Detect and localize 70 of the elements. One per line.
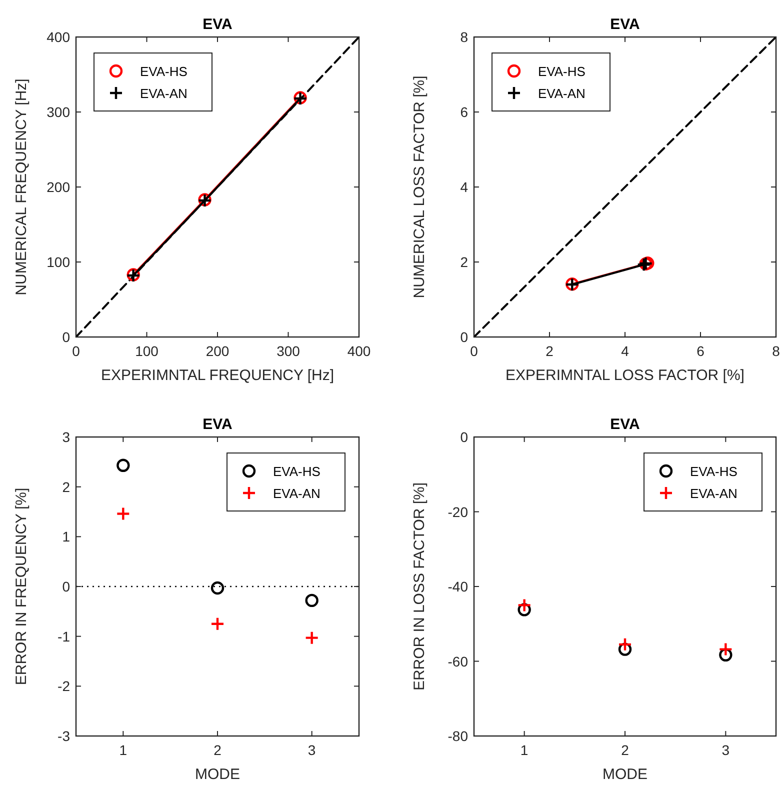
x-tick-label: 1 bbox=[520, 742, 528, 758]
y-tick-label: 300 bbox=[46, 104, 70, 120]
legend-label: EVA-AN bbox=[140, 86, 188, 101]
y-tick-label: 0 bbox=[62, 329, 70, 345]
x-tick-label: 100 bbox=[135, 343, 159, 359]
y-tick-label: 2 bbox=[62, 478, 70, 495]
point bbox=[719, 648, 732, 662]
y-tick-label: -1 bbox=[58, 628, 70, 644]
y-tick-label: -20 bbox=[448, 504, 468, 520]
y-axis-title: NUMERICAL LOSS FACTOR [%] bbox=[411, 76, 428, 298]
x-tick-label: 1 bbox=[119, 742, 128, 758]
y-tick-label: -40 bbox=[448, 578, 468, 594]
y-tick-label: -80 bbox=[448, 728, 468, 744]
x-axis-title: MODE bbox=[602, 766, 648, 783]
x-tick-label: 8 bbox=[772, 343, 780, 359]
y-tick-label: 200 bbox=[46, 179, 70, 195]
x-tick-label: 3 bbox=[722, 742, 730, 758]
point bbox=[518, 603, 531, 616]
x-tick-label: 3 bbox=[308, 742, 316, 758]
y-tick-label: -60 bbox=[448, 653, 468, 670]
y-tick-label: 3 bbox=[62, 429, 70, 445]
y-axis-title: NUMERICAL FREQUENCY [Hz] bbox=[13, 78, 30, 296]
x-tick-label: 2 bbox=[621, 742, 630, 758]
point bbox=[116, 458, 130, 472]
y-tick-label: 6 bbox=[460, 104, 468, 120]
y-tick-label: 2 bbox=[460, 254, 468, 270]
point bbox=[618, 642, 632, 656]
x-axis-title: EXPERIMNTAL LOSS FACTOR [%] bbox=[506, 367, 744, 384]
point bbox=[304, 630, 319, 645]
x-tick-label: 300 bbox=[276, 343, 300, 359]
y-tick-label: 0 bbox=[62, 578, 70, 594]
y-tick-label: -3 bbox=[58, 728, 70, 744]
y-tick-label: 400 bbox=[46, 29, 70, 45]
x-tick-label: 0 bbox=[72, 343, 80, 359]
y-axis-title: ERROR IN LOSS FACTOR [%] bbox=[411, 482, 428, 691]
y-tick-label: 4 bbox=[460, 179, 468, 195]
y-tick-label: 1 bbox=[62, 528, 70, 545]
x-tick-label: 2 bbox=[546, 343, 554, 359]
legend-label: EVA-AN bbox=[273, 486, 320, 501]
chart-title: EVA bbox=[610, 416, 640, 433]
chart-title: EVA bbox=[610, 16, 640, 33]
x-axis-title: EXPERIMNTAL FREQUENCY [Hz] bbox=[100, 367, 334, 384]
chart-title: EVA bbox=[202, 16, 233, 33]
legend-label: EVA-HS bbox=[538, 64, 586, 79]
y-tick-label: 0 bbox=[460, 329, 468, 345]
point bbox=[618, 637, 632, 652]
point bbox=[210, 581, 224, 595]
y-tick-label: 0 bbox=[460, 429, 468, 445]
point bbox=[116, 506, 130, 521]
point bbox=[305, 594, 318, 608]
legend-label: EVA-AN bbox=[690, 486, 738, 501]
point bbox=[210, 616, 225, 631]
y-tick-label: 100 bbox=[46, 254, 70, 270]
x-tick-label: 400 bbox=[347, 343, 371, 359]
point bbox=[517, 598, 532, 612]
point bbox=[718, 642, 733, 656]
y-tick-label: 8 bbox=[460, 29, 468, 45]
x-tick-label: 0 bbox=[470, 343, 478, 359]
legend-label: EVA-HS bbox=[273, 464, 321, 479]
legend-label: EVA-HS bbox=[140, 64, 188, 79]
x-tick-label: 4 bbox=[621, 343, 630, 359]
x-tick-label: 2 bbox=[214, 742, 222, 758]
x-tick-label: 6 bbox=[696, 343, 705, 359]
x-tick-label: 200 bbox=[206, 343, 230, 359]
legend-label: EVA-HS bbox=[690, 464, 738, 479]
y-axis-title: ERROR IN FREQUENCY [%] bbox=[13, 488, 30, 686]
chart-title: EVA bbox=[202, 416, 233, 433]
legend-label: EVA-AN bbox=[538, 86, 586, 101]
y-tick-label: -2 bbox=[58, 678, 70, 694]
x-axis-title: MODE bbox=[195, 766, 240, 783]
